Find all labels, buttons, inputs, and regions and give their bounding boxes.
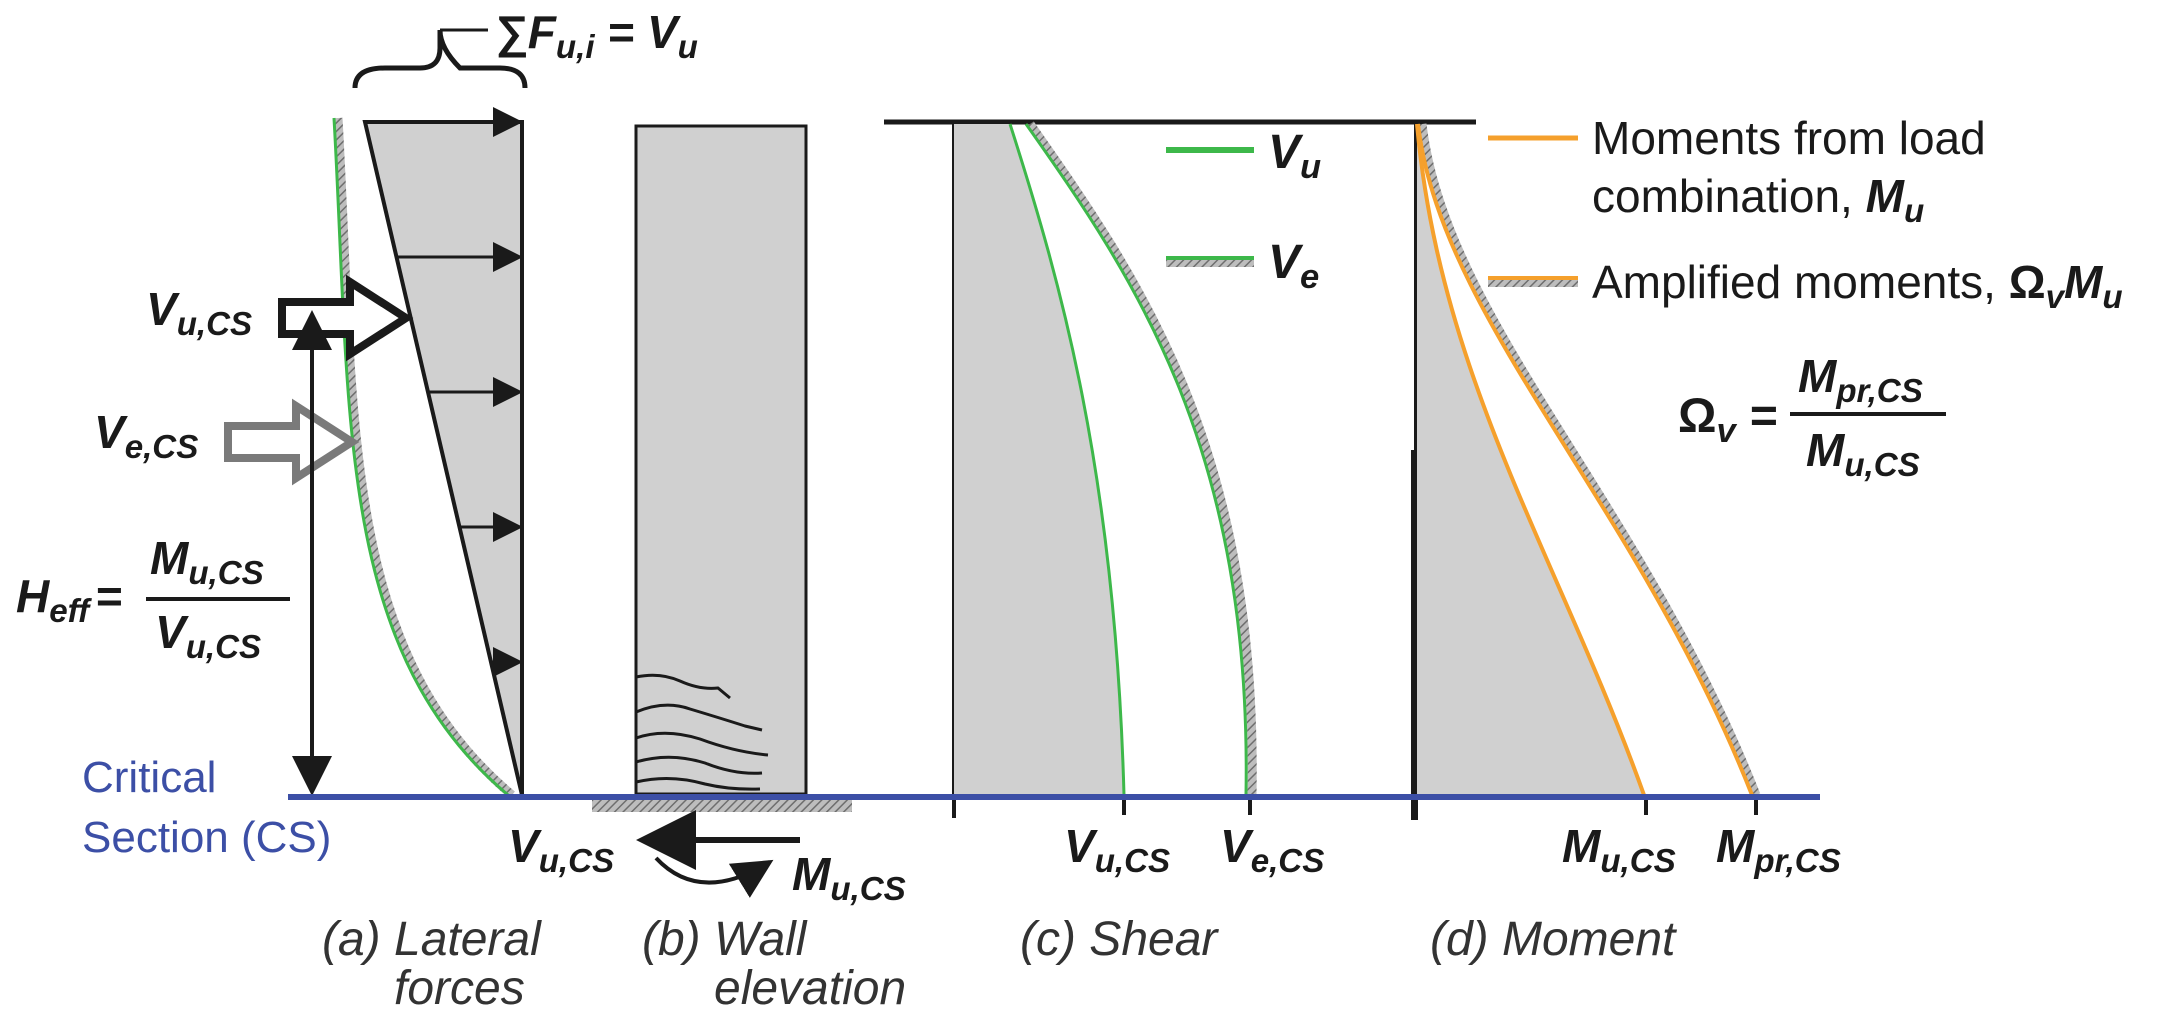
wall-body xyxy=(634,124,808,796)
ve-shear-green xyxy=(1024,123,1248,796)
vu-shear-area xyxy=(954,124,1124,795)
amplified-moment-curve xyxy=(1416,123,1754,796)
critical-section-label-2: Section (CS) xyxy=(82,813,331,862)
crack-5 xyxy=(635,776,761,791)
omega-lhs: Ωv = xyxy=(1678,390,1777,450)
legend-amp-label: Amplified moments, ΩvMu xyxy=(1592,256,2123,316)
vecs-label-left: Ve,CS xyxy=(94,406,198,466)
caption-b-2: elevation xyxy=(714,962,906,1009)
mu-moment-curve xyxy=(1415,123,1646,796)
panel-d-moment: Mu,CS Mpr,CS Moments from load combinati… xyxy=(1411,112,2123,966)
mucs-base-label: Mu,CS xyxy=(792,848,906,908)
mprcs-tick-label: Mpr,CS xyxy=(1716,820,1841,880)
caption-c: (c) Shear xyxy=(1020,913,1219,966)
panel-b-wall-elevation: Mu,CS (b) Wall elevation xyxy=(592,124,906,1009)
mucs-tick-label: Mu,CS xyxy=(1562,820,1676,880)
mu-moment-area xyxy=(1417,124,1644,795)
ve-shear-curve xyxy=(1026,121,1257,796)
vucs-tick-label: Vu,CS xyxy=(1064,820,1170,880)
amplified-moment-curve-hatch xyxy=(1417,123,1761,797)
vecs-tick-label: Ve,CS xyxy=(1220,820,1324,880)
heff-denominator: Vu,CS xyxy=(155,606,261,666)
panel-a-lateral-forces: ∑Fu,i = Vu Vu,CS Ve,CS Heff = Mu,CS Vu,CS… xyxy=(16,6,698,1009)
sum-forces-label: ∑Fu,i = Vu xyxy=(495,6,698,66)
vu-shear-curve xyxy=(1008,123,1126,796)
crack-2 xyxy=(635,703,763,732)
ve-envelope-curve xyxy=(333,117,515,799)
vucs-base-label: Vu,CS xyxy=(508,820,614,880)
base-moment-arc xyxy=(654,856,774,898)
heff-label: Heff = xyxy=(16,570,122,630)
legend-mu-line2: combination, Mu xyxy=(1592,170,1924,230)
caption-d: (d) Moment xyxy=(1430,913,1677,966)
critical-section-label: Critical xyxy=(82,753,216,802)
resultant-brace xyxy=(352,29,528,89)
vucs-label-left: Vu,CS xyxy=(146,283,252,343)
legend-mu-line1: Moments from load xyxy=(1592,112,1986,164)
vecs-hollow-arrow xyxy=(224,398,360,486)
lateral-load-triangle xyxy=(362,120,524,796)
heff-numerator: Mu,CS xyxy=(150,532,264,592)
caption-a-2: forces xyxy=(394,962,525,1009)
wall-foundation-hatch xyxy=(592,800,852,812)
caption-b: (b) Wall xyxy=(642,913,808,966)
ve-envelope-green xyxy=(332,117,509,797)
caption-a: (a) Lateral xyxy=(322,913,542,966)
panel-c-shear: Vu,CS Ve,CS Vu Ve (c) Shear xyxy=(884,119,1476,966)
legend-vu-label: Vu xyxy=(1268,126,1321,186)
crack-4 xyxy=(635,755,763,775)
omega-denominator: Mu,CS xyxy=(1806,424,1920,484)
legend-ve-label: Ve xyxy=(1268,236,1319,296)
crack-3 xyxy=(635,731,769,757)
crack-1 xyxy=(635,673,731,700)
omega-numerator: Mpr,CS xyxy=(1798,350,1923,410)
